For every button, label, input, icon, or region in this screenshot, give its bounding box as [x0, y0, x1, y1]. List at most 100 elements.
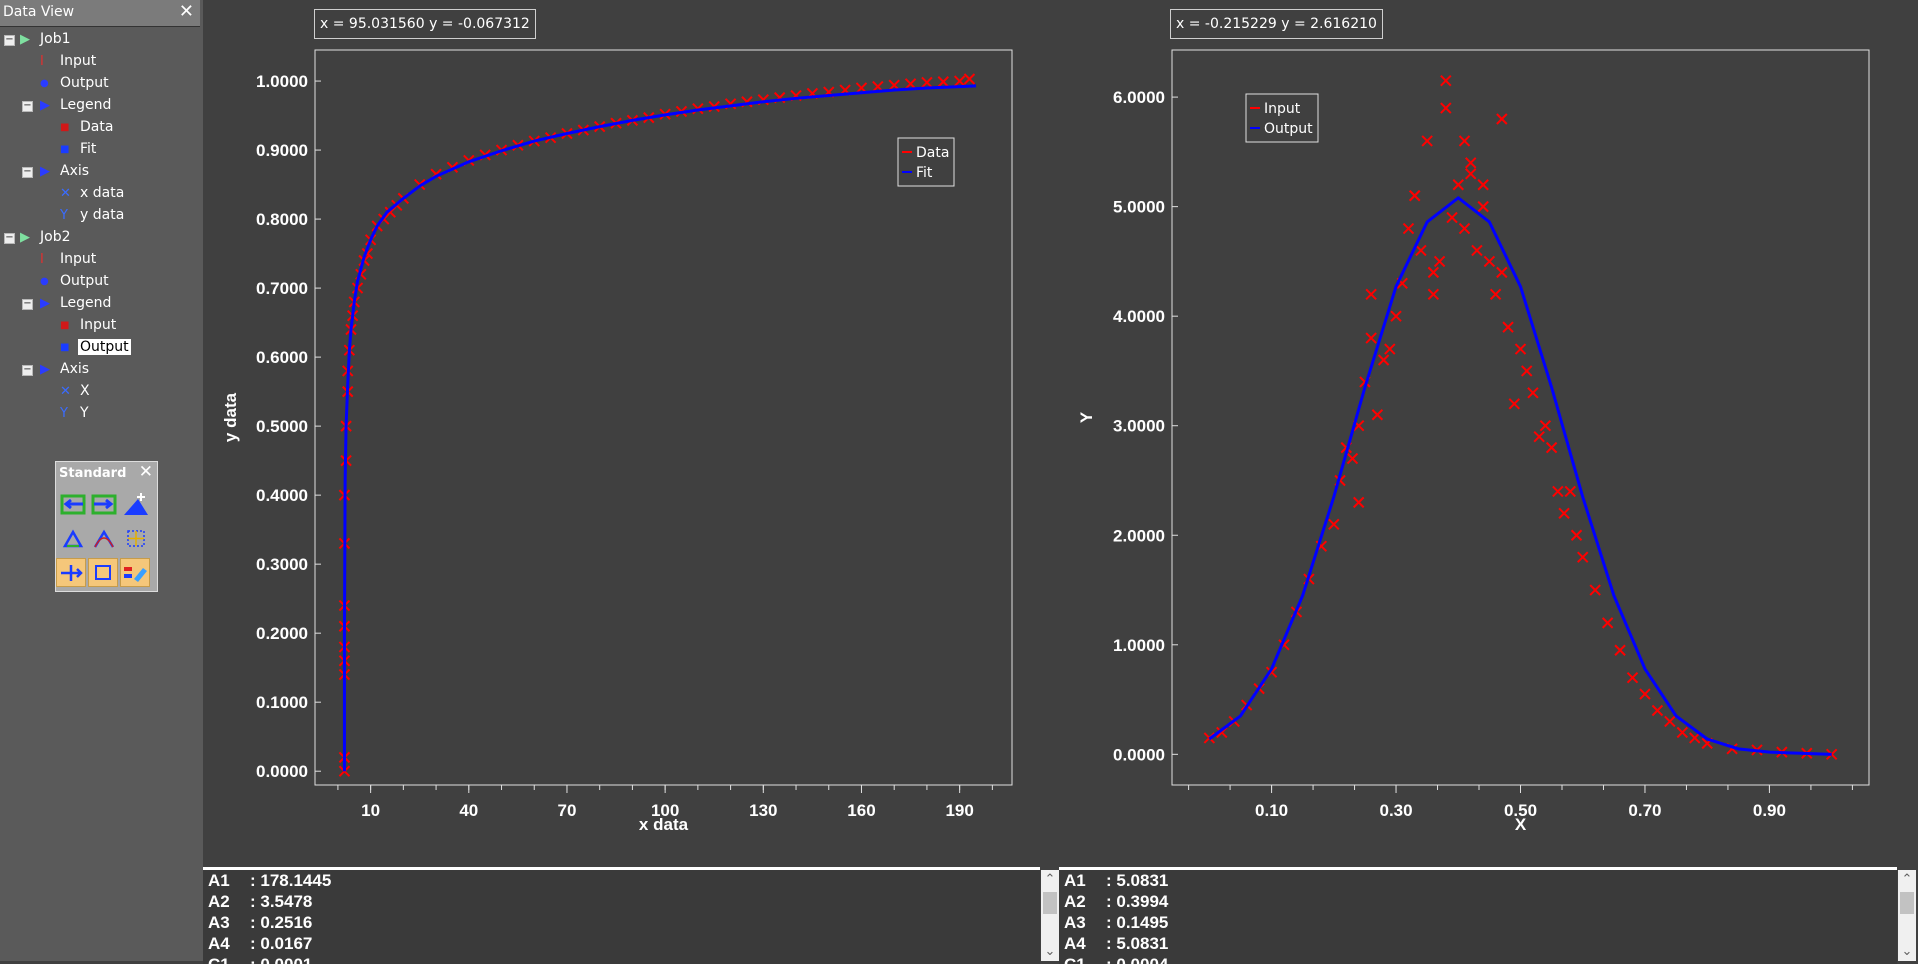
data-point-marker [1365, 288, 1377, 300]
parameter-value: : 0.1495 [1106, 913, 1169, 932]
legend[interactable]: Data Fit [897, 137, 955, 187]
move-icon[interactable] [56, 558, 86, 587]
parameter-line: A3: 0.2516 [203, 912, 1040, 933]
y-tick-label: 5.0000 [1113, 198, 1165, 217]
data-point-marker [1471, 244, 1483, 257]
collapse-icon[interactable]: − [22, 364, 33, 376]
tree-item-label: Job1 [40, 31, 71, 47]
data-point-marker [1502, 321, 1514, 333]
triangle-icon[interactable] [59, 525, 87, 552]
tree-item-output[interactable]: ■ Output [0, 338, 200, 358]
data-point-marker [1465, 168, 1477, 180]
scroll-up-icon[interactable]: ⌃ [1901, 872, 1913, 887]
data-point-marker [1496, 266, 1508, 279]
tree-item-legend[interactable]: − ▶ Legend [0, 96, 200, 116]
cursor-coordinate-readout: x = -0.215229 y = 2.616210 [1170, 9, 1383, 39]
plot-1[interactable]: 0.0000 0.1000 0.2000 0.3000 0.4000 0.5000 0.60… [221, 49, 1013, 834]
data-point-marker [1415, 244, 1427, 257]
plot-area[interactable] [314, 49, 1013, 786]
parameter-line: A2: 0.3994 [1059, 891, 1897, 912]
play-icon: ▶ [20, 230, 30, 245]
y-tick-label: 0.8000 [256, 210, 308, 229]
tree-item-fit[interactable]: ■ Fit [0, 140, 200, 160]
data-point-marker [904, 78, 917, 90]
close-icon[interactable]: ✕ [178, 1, 194, 22]
legend-label: Input [1264, 101, 1301, 117]
legend-box [897, 137, 955, 187]
y-tick-label: 0.6000 [256, 348, 308, 367]
close-icon[interactable]: ✕ [138, 462, 153, 482]
series-line-output [1208, 195, 1832, 756]
data-point-marker [1440, 102, 1452, 114]
data-point-marker [1328, 518, 1340, 531]
parameter-value: : 3.5478 [250, 892, 313, 911]
parameter-name: A4 [1064, 934, 1086, 953]
tree-item-axis[interactable]: − ▶ Axis [0, 360, 200, 380]
y-axis-icon: Y [60, 208, 68, 223]
tree-item-input[interactable]: ■ Input [0, 316, 200, 336]
collapse-icon[interactable]: − [4, 232, 15, 244]
grid-select-icon[interactable] [122, 525, 150, 552]
tree-item-label: X [80, 383, 90, 399]
rectangle-icon[interactable] [88, 558, 118, 587]
input-icon: I [40, 252, 44, 267]
data-point-marker [1577, 551, 1589, 563]
tree-item-data[interactable]: ■ Data [0, 118, 200, 138]
tree-item-job1[interactable]: − ▶ Job1 [0, 30, 200, 50]
play-icon: ▶ [40, 362, 50, 377]
data-point-marker [1433, 255, 1446, 268]
tree-item-input[interactable]: I Input [0, 250, 200, 270]
x-axis-label: x data [639, 815, 689, 834]
tree-item-axis[interactable]: − ▶ Axis [0, 162, 200, 182]
data-point-marker [1514, 343, 1527, 355]
data-point-marker [1589, 584, 1601, 596]
data-point-marker [1558, 507, 1570, 520]
tree-item-output[interactable]: ● Output [0, 74, 200, 94]
collapse-icon[interactable]: − [22, 298, 33, 310]
output-icon: ● [40, 276, 49, 287]
tree-item-legend[interactable]: − ▶ Legend [0, 294, 200, 314]
scroll-down-icon[interactable]: ⌄ [1044, 944, 1056, 959]
x-tick-label: 130 [749, 801, 777, 820]
tree-item-output[interactable]: ● Output [0, 272, 200, 292]
data-point-marker [1545, 441, 1558, 454]
y-tick-label: 0.2000 [256, 624, 308, 643]
collapse-icon[interactable]: − [4, 34, 15, 46]
parameter-name: C1 [208, 954, 250, 964]
scroll-thumb[interactable] [1900, 892, 1914, 914]
results-pane-1-scrollbar[interactable]: ⌃ ⌄ [1041, 870, 1059, 961]
results-pane-2-scrollbar[interactable]: ⌃ ⌄ [1898, 870, 1916, 961]
data-point-marker [1521, 365, 1533, 377]
scroll-thumb[interactable] [1043, 892, 1057, 914]
tree-item-x-data[interactable]: ✕ x data [0, 184, 200, 204]
tree-item-job2[interactable]: − ▶ Job2 [0, 228, 200, 248]
y-tick-label: 0.4000 [256, 486, 308, 505]
tree-item-input[interactable]: I Input [0, 52, 200, 72]
collapse-icon[interactable]: − [22, 100, 33, 112]
scroll-down-icon[interactable]: ⌄ [1901, 944, 1913, 959]
data-point-marker [1614, 644, 1626, 656]
y-tick-label: 0.9000 [256, 141, 308, 160]
data-point-marker [1676, 726, 1689, 739]
plot-2[interactable]: 0.0000 1.0000 2.0000 3.0000 4.0000 5.0000 6.00… [1077, 49, 1870, 834]
collapse-icon[interactable]: − [22, 166, 33, 178]
plot-area[interactable] [1171, 49, 1870, 786]
tree-item-x[interactable]: ✕ X [0, 382, 200, 402]
data-point-marker [1446, 211, 1458, 224]
tree-item-label: y data [80, 207, 125, 223]
data-point-marker [953, 75, 966, 87]
add-point-icon[interactable] [122, 491, 150, 518]
import-icon[interactable] [59, 491, 87, 518]
export-icon[interactable] [90, 491, 118, 518]
data-point-marker [1477, 179, 1489, 191]
legend[interactable]: Input Output [1245, 93, 1319, 143]
x-tick-label: 160 [847, 801, 875, 820]
scroll-up-icon[interactable]: ⌃ [1044, 872, 1056, 887]
legend-icon[interactable] [120, 558, 150, 587]
data-point-marker [1452, 179, 1464, 191]
data-point-marker [1427, 266, 1440, 279]
tree-item-label: Job2 [40, 229, 71, 245]
parameter-value: : 178.1445 [250, 871, 332, 890]
